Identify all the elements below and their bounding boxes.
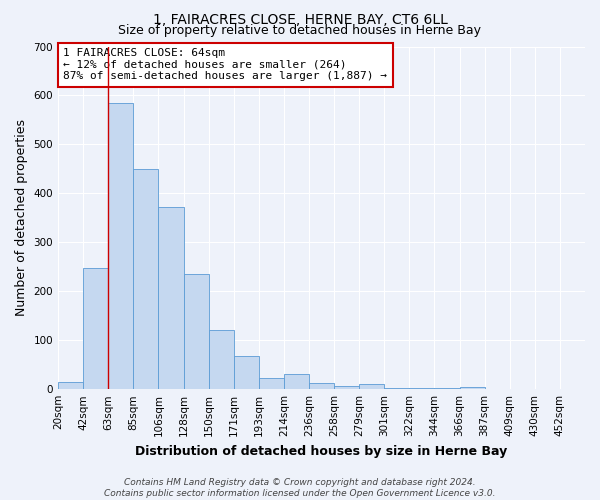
Bar — [184, 274, 209, 389]
X-axis label: Distribution of detached houses by size in Herne Bay: Distribution of detached houses by size … — [136, 444, 508, 458]
Text: Contains HM Land Registry data © Crown copyright and database right 2024.
Contai: Contains HM Land Registry data © Crown c… — [104, 478, 496, 498]
Bar — [284, 374, 309, 389]
Bar — [83, 268, 108, 389]
Bar — [409, 388, 434, 389]
Text: Size of property relative to detached houses in Herne Bay: Size of property relative to detached ho… — [119, 24, 482, 37]
Bar — [233, 356, 259, 389]
Bar — [259, 378, 284, 389]
Bar — [58, 382, 83, 389]
Bar — [133, 170, 158, 389]
Bar — [384, 388, 409, 389]
Text: 1 FAIRACRES CLOSE: 64sqm
← 12% of detached houses are smaller (264)
87% of semi-: 1 FAIRACRES CLOSE: 64sqm ← 12% of detach… — [64, 48, 388, 82]
Bar — [209, 330, 233, 389]
Bar — [434, 388, 460, 389]
Bar — [359, 384, 384, 389]
Y-axis label: Number of detached properties: Number of detached properties — [15, 120, 28, 316]
Bar — [108, 103, 133, 389]
Bar — [158, 207, 184, 389]
Text: 1, FAIRACRES CLOSE, HERNE BAY, CT6 6LL: 1, FAIRACRES CLOSE, HERNE BAY, CT6 6LL — [152, 12, 448, 26]
Bar — [460, 386, 485, 389]
Bar — [334, 386, 359, 389]
Bar — [309, 384, 334, 389]
